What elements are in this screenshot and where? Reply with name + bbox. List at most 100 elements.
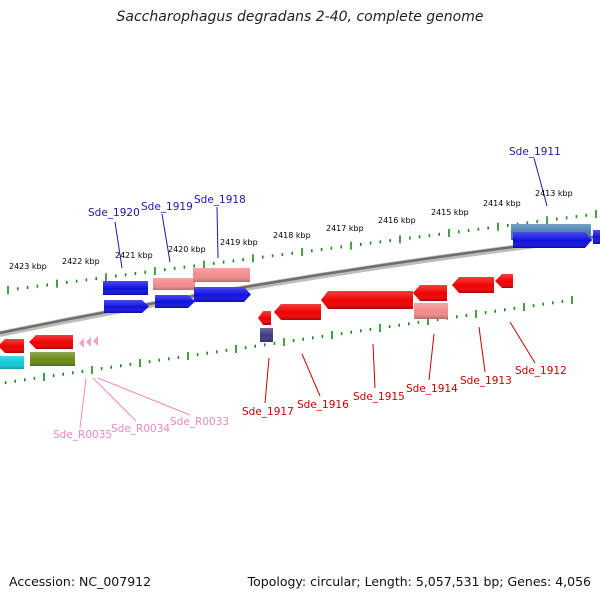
minor-tick (350, 330, 352, 334)
leader-sde-1919 (161, 213, 171, 263)
gene-sde-r0035-adj[interactable] (29, 335, 73, 349)
gene-sde-1915[interactable] (321, 291, 413, 309)
minor-tick (389, 239, 391, 243)
gene-label-sde-1912[interactable]: Sde_1912 (515, 365, 567, 377)
kbp-tick (497, 222, 499, 231)
leader-sde-1916 (301, 353, 321, 397)
minor-tick (206, 351, 208, 355)
minor-tick (428, 234, 431, 238)
gene-sde-1917[interactable] (258, 311, 271, 325)
minor-tick (311, 249, 313, 253)
gene-label-sde-1918[interactable]: Sde_1918 (194, 194, 246, 206)
leader-sde-r0035 (79, 377, 87, 429)
minor-tick (264, 343, 266, 347)
minor-tick (110, 365, 112, 369)
gene-sde-1913[interactable] (452, 277, 494, 293)
kbp-tick (252, 254, 254, 263)
label-leaders (79, 157, 548, 429)
gene-label-sde-1917[interactable]: Sde_1917 (242, 406, 294, 418)
minor-tick (504, 308, 506, 312)
minor-tick (52, 374, 55, 378)
minor-tick (193, 264, 195, 268)
minor-tick (487, 226, 489, 230)
gene-sde-1920-a[interactable] (103, 281, 148, 295)
gene-sde-1917-purple[interactable] (260, 328, 273, 342)
gene-sde-1920-b[interactable] (104, 300, 149, 313)
minor-tick (369, 241, 372, 245)
gene-left-cyan[interactable] (0, 356, 24, 369)
minor-tick (225, 348, 228, 352)
minor-tick (95, 277, 97, 281)
minor-tick (177, 355, 180, 359)
kbp-tick (427, 317, 429, 325)
gene-sde-1911[interactable] (513, 232, 592, 248)
gene-label-sde-r0034[interactable]: Sde_R0034 (111, 423, 170, 435)
gene-sde-1914-pseudo[interactable] (414, 303, 448, 319)
minor-tick (33, 376, 36, 380)
minor-tick (291, 251, 293, 255)
leader-sde-1918 (216, 206, 219, 259)
kbp-tick (595, 210, 597, 218)
kbp-tick (523, 303, 525, 311)
leader-sde-1915 (372, 343, 376, 389)
gene-offscreen[interactable] (593, 230, 600, 244)
gene-label-sde-1919[interactable]: Sde_1919 (141, 201, 193, 213)
minor-tick (129, 362, 132, 366)
kbp-tick (301, 248, 303, 256)
gene-left-red[interactable] (0, 339, 24, 353)
gene-sde-1918-pseudo[interactable] (193, 268, 250, 282)
topology-text: Topology: circular; Length: 5,057,531 bp… (247, 574, 591, 589)
minor-tick (173, 266, 176, 270)
gene-label-sde-1913[interactable]: Sde_1913 (460, 375, 512, 387)
minor-tick (144, 270, 146, 274)
minor-tick (26, 285, 29, 289)
trna-gene-1[interactable] (79, 338, 84, 348)
kbp-tick (154, 267, 156, 275)
gene-sde-1912[interactable] (495, 274, 513, 288)
minor-tick (302, 337, 304, 341)
minor-tick (340, 332, 343, 336)
gene-label-sde-1916[interactable]: Sde_1916 (297, 399, 349, 411)
lower-tick-row (4, 296, 573, 385)
minor-tick (494, 309, 496, 313)
gene-sde-1916[interactable] (274, 304, 321, 320)
kbp-label-2423: 2423 kbp (9, 262, 47, 271)
minor-tick (320, 247, 323, 251)
kbp-label-2422: 2422 kbp (62, 257, 100, 266)
minor-tick (312, 336, 314, 340)
minor-tick (477, 227, 480, 231)
gene-label-sde-r0035[interactable]: Sde_R0035 (53, 429, 112, 441)
gene-sde-1914[interactable] (413, 285, 447, 301)
minor-tick (292, 339, 295, 343)
gene-label-sde-1911[interactable]: Sde_1911 (509, 146, 561, 158)
minor-tick (330, 246, 333, 250)
kbp-tick (379, 324, 381, 332)
trna-gene-2[interactable] (86, 337, 91, 347)
kbp-label-2419: 2419 kbp (220, 238, 258, 247)
minor-tick (244, 346, 247, 350)
minor-tick (158, 358, 160, 362)
kbp-label-2420: 2420 kbp (168, 245, 206, 254)
map-title: Saccharophagus degradans 2-40, complete … (116, 9, 484, 25)
kbp-tick (105, 273, 107, 282)
minor-tick (62, 372, 64, 376)
gene-sde-1918[interactable] (194, 287, 251, 302)
kbp-tick (43, 373, 45, 381)
minor-tick (81, 369, 84, 373)
kbp-label-2418: 2418 kbp (273, 231, 311, 240)
minor-tick (552, 301, 554, 305)
kbp-tick (546, 216, 548, 225)
minor-tick (360, 242, 362, 246)
minor-tick (561, 299, 564, 303)
gene-olive[interactable] (30, 352, 75, 366)
gene-label-sde-1920[interactable]: Sde_1920 (88, 207, 140, 219)
gene-label-sde-1915[interactable]: Sde_1915 (353, 391, 405, 403)
gene-sde-1919-pseudo[interactable] (153, 278, 195, 290)
gene-label-sde-1914[interactable]: Sde_1914 (406, 383, 458, 395)
gene-sde-1919[interactable] (155, 295, 195, 308)
minor-tick (36, 284, 39, 288)
leader-sde-r0034 (92, 377, 137, 422)
gene-label-sde-r0033[interactable]: Sde_R0033 (170, 416, 229, 428)
trna-gene-3[interactable] (93, 336, 98, 346)
